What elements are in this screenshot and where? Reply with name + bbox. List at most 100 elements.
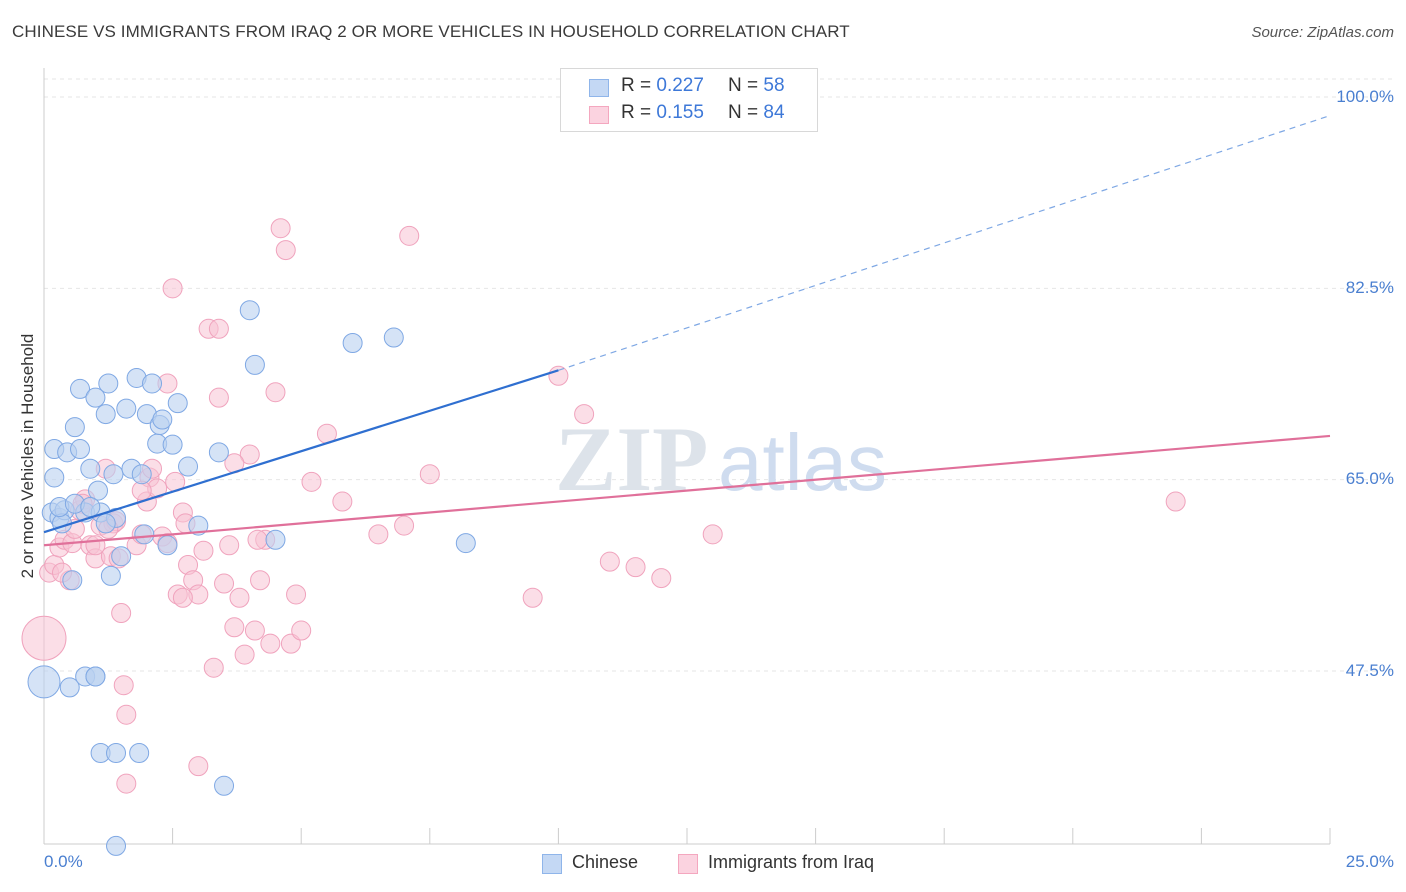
iraq-point xyxy=(234,644,255,665)
iraq-point xyxy=(85,535,106,556)
iraq-point xyxy=(193,540,214,561)
iraq-point xyxy=(1165,491,1186,512)
r-label: R = xyxy=(621,102,652,123)
chinese-point xyxy=(162,434,183,455)
legend-label: Immigrants from Iraq xyxy=(708,852,875,872)
n-value: 84 xyxy=(763,102,785,123)
iraq-point xyxy=(260,633,281,654)
chinese-point xyxy=(44,467,65,488)
chinese-point xyxy=(265,529,286,550)
chinese-trendline xyxy=(43,369,559,534)
correlation-legend: R = 0.227 N = 58 R = 0.155 N = 84 xyxy=(560,68,818,132)
iraq-point xyxy=(280,633,301,654)
iraq-point xyxy=(419,464,440,485)
iraq-swatch xyxy=(678,854,698,874)
y-tick-label: 100.0% xyxy=(1336,87,1394,106)
n-value: 58 xyxy=(763,75,785,96)
chinese-points xyxy=(27,300,476,856)
chinese-point xyxy=(62,570,83,591)
iraq-point xyxy=(208,318,229,339)
iraq-point xyxy=(162,278,183,299)
iraq-point xyxy=(111,603,132,624)
chinese-point xyxy=(85,387,106,408)
chinese-point xyxy=(95,513,116,534)
iraq-point xyxy=(548,365,569,386)
y-axis-label: 2 or more Vehicles in Household xyxy=(18,333,37,579)
iraq-point xyxy=(394,515,415,536)
iraq-point xyxy=(286,584,307,605)
iraq-point xyxy=(651,568,672,589)
y-tick-label: 65.0% xyxy=(1345,469,1394,488)
chinese-point xyxy=(70,439,91,460)
chinese-point xyxy=(106,743,127,763)
chinese-point xyxy=(106,835,127,856)
iraq-point xyxy=(208,387,229,408)
iraq-point xyxy=(702,524,723,545)
chinese-point xyxy=(214,775,235,796)
chinese-point xyxy=(64,417,85,438)
chinese-point xyxy=(59,677,80,698)
watermark-zip: ZIP xyxy=(555,408,708,510)
chinese-point xyxy=(208,442,229,463)
iraq-point xyxy=(214,573,235,594)
iraq-point xyxy=(399,225,420,246)
iraq-point xyxy=(188,756,209,777)
iraq-point xyxy=(116,773,137,794)
source-label: Source: ZipAtlas.com xyxy=(1251,24,1394,41)
chinese-point xyxy=(111,546,132,567)
iraq-point xyxy=(229,587,250,608)
chart-title: CHINESE VS IMMIGRANTS FROM IRAQ 2 OR MOR… xyxy=(12,22,850,41)
chinese-point xyxy=(239,300,260,321)
iraq-point xyxy=(522,587,543,608)
chinese-point xyxy=(188,515,209,536)
chinese-point xyxy=(383,327,404,348)
iraq-point xyxy=(219,535,240,556)
iraq-point xyxy=(301,471,322,492)
r-value: 0.227 xyxy=(656,75,704,96)
chinese-point xyxy=(131,464,152,485)
iraq-point xyxy=(250,570,271,591)
iraq-point xyxy=(270,218,291,239)
chinese-point xyxy=(455,533,476,554)
chinese-point xyxy=(178,456,199,477)
legend-label: Chinese xyxy=(572,852,639,872)
chinese-swatch xyxy=(542,854,562,874)
x-tick-label: 25.0% xyxy=(1345,852,1394,871)
chinese-point xyxy=(95,404,116,425)
iraq-point xyxy=(239,444,260,465)
chinese-point xyxy=(27,665,61,699)
trendlines xyxy=(43,115,1331,547)
iraq-point xyxy=(21,615,67,661)
chinese-point xyxy=(157,535,178,556)
chinese-point xyxy=(98,373,119,394)
chinese-point xyxy=(167,393,188,414)
x-tick-label: 0.0% xyxy=(44,852,83,871)
chinese-point xyxy=(142,373,163,394)
iraq-trendline xyxy=(43,434,1331,547)
iraq-point xyxy=(625,557,646,578)
iraq-point xyxy=(172,587,193,608)
chinese-point xyxy=(134,524,155,545)
chinese-point xyxy=(129,743,150,763)
iraq-point xyxy=(247,529,268,550)
iraq-point xyxy=(116,704,137,725)
chinese-point xyxy=(152,409,173,430)
iraq-point xyxy=(265,382,286,403)
axes xyxy=(43,68,1331,845)
watermark-atlas: atlas xyxy=(718,418,887,507)
iraq-point xyxy=(203,657,224,678)
n-label: N = xyxy=(728,102,759,123)
iraq-point xyxy=(113,675,134,696)
iraq-point xyxy=(275,240,296,261)
iraq-point xyxy=(368,524,389,545)
watermark: ZIP atlas xyxy=(555,408,887,510)
gridlines xyxy=(44,78,1392,672)
chinese-point xyxy=(244,354,265,375)
r-value: 0.155 xyxy=(656,102,704,123)
chinese-point xyxy=(70,378,91,399)
iraq-point xyxy=(244,620,265,641)
chinese-point xyxy=(88,480,109,501)
y-tick-label: 47.5% xyxy=(1345,661,1394,680)
y-tick-label: 82.5% xyxy=(1345,278,1394,297)
